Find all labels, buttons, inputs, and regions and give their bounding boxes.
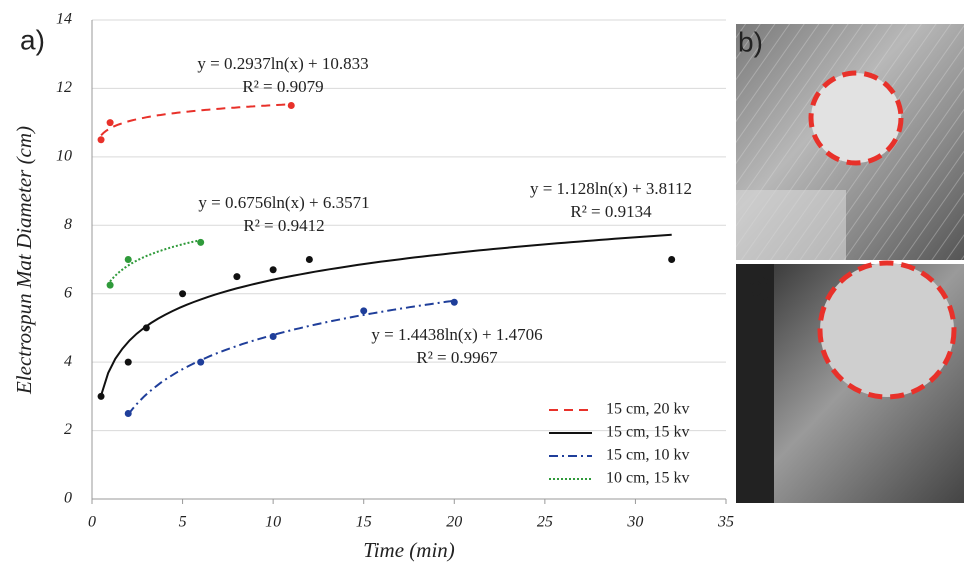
y-tick-label: 12 [56,79,72,96]
y-tick-label: 0 [64,490,72,507]
data-point [269,332,277,340]
data-point [179,290,187,298]
data-point [287,102,295,110]
data-point [142,324,150,332]
trendline [109,239,201,283]
x-tick-label: 25 [537,514,553,531]
data-point [305,256,313,263]
data-point [269,266,277,274]
equation: y = 1.128ln(x) + 3.8112 [530,179,692,198]
r-squared: R² = 0.9134 [570,202,652,221]
equation: y = 1.4438ln(x) + 1.4706 [371,325,542,344]
data-point [360,307,368,315]
trendline [100,233,672,396]
legend-label: 15 cm, 20 kv [606,401,690,418]
y-tick-label: 8 [64,216,72,233]
y-tick-label: 4 [64,353,72,370]
y-tick-label: 10 [56,148,72,165]
data-point [97,392,105,400]
panel-label: c) [748,270,771,301]
data-point [668,256,676,263]
legend-label: 10 cm, 15 kv [606,470,690,487]
data-point [197,238,205,246]
x-tick-label: 0 [88,514,96,531]
x-tick-label: 5 [179,514,187,531]
data-point [106,281,114,289]
data-point [233,273,241,281]
legend-label: 15 cm, 10 kv [606,447,690,464]
equation: y = 0.6756ln(x) + 6.3571 [198,193,369,212]
trendline [127,299,455,416]
panel-label: a) [20,24,45,55]
data-point [97,136,105,144]
x-tick-label: 15 [356,514,372,531]
photo-b [736,24,964,260]
data-point [124,358,132,366]
y-axis-label: Electrospun Mat Diameter (cm) [12,126,36,395]
r-squared: R² = 0.9079 [242,77,323,96]
photo-c [736,260,964,503]
legend-label: 15 cm, 15 kv [606,424,690,441]
equation: y = 0.2937ln(x) + 10.833 [197,54,368,73]
data-point [197,358,205,366]
data-point [124,409,132,417]
x-axis-label: Time (min) [363,538,455,562]
x-tick-label: 20 [446,514,462,531]
data-point [124,256,132,263]
r-squared: R² = 0.9412 [243,216,324,235]
x-tick-label: 10 [265,514,281,531]
trendline [100,103,292,137]
y-tick-label: 14 [56,11,72,28]
data-point [106,119,114,127]
x-tick-label: 30 [626,514,643,531]
panel-label: b) [738,26,763,57]
r-squared: R² = 0.9967 [416,348,498,367]
y-tick-label: 2 [64,421,72,438]
y-tick-label: 6 [64,284,72,301]
data-point [450,298,458,306]
x-tick-label: 35 [717,514,734,531]
